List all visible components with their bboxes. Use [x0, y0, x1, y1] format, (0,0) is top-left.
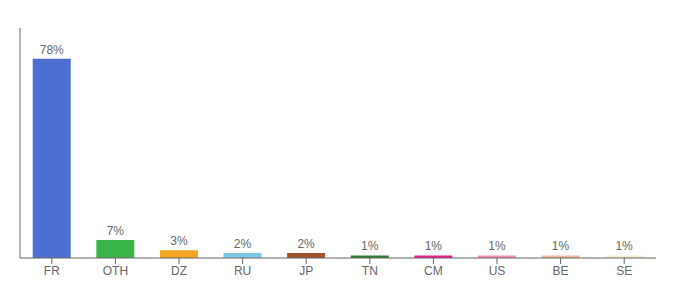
svg-text:78%: 78%	[40, 43, 64, 57]
svg-text:FR: FR	[44, 264, 60, 278]
svg-text:SE: SE	[616, 264, 632, 278]
svg-text:JP: JP	[299, 264, 313, 278]
svg-text:7%: 7%	[107, 224, 125, 238]
svg-text:3%: 3%	[170, 234, 188, 248]
svg-text:RU: RU	[234, 264, 251, 278]
svg-text:1%: 1%	[552, 239, 570, 253]
svg-text:1%: 1%	[361, 239, 379, 253]
svg-text:CM: CM	[424, 264, 443, 278]
svg-text:OTH: OTH	[103, 264, 128, 278]
svg-text:1%: 1%	[425, 239, 443, 253]
svg-text:TN: TN	[362, 264, 378, 278]
svg-text:1%: 1%	[488, 239, 506, 253]
svg-text:2%: 2%	[297, 237, 315, 251]
svg-text:2%: 2%	[234, 237, 252, 251]
svg-text:BE: BE	[553, 264, 569, 278]
svg-text:DZ: DZ	[171, 264, 187, 278]
svg-text:1%: 1%	[615, 239, 633, 253]
svg-text:US: US	[489, 264, 506, 278]
